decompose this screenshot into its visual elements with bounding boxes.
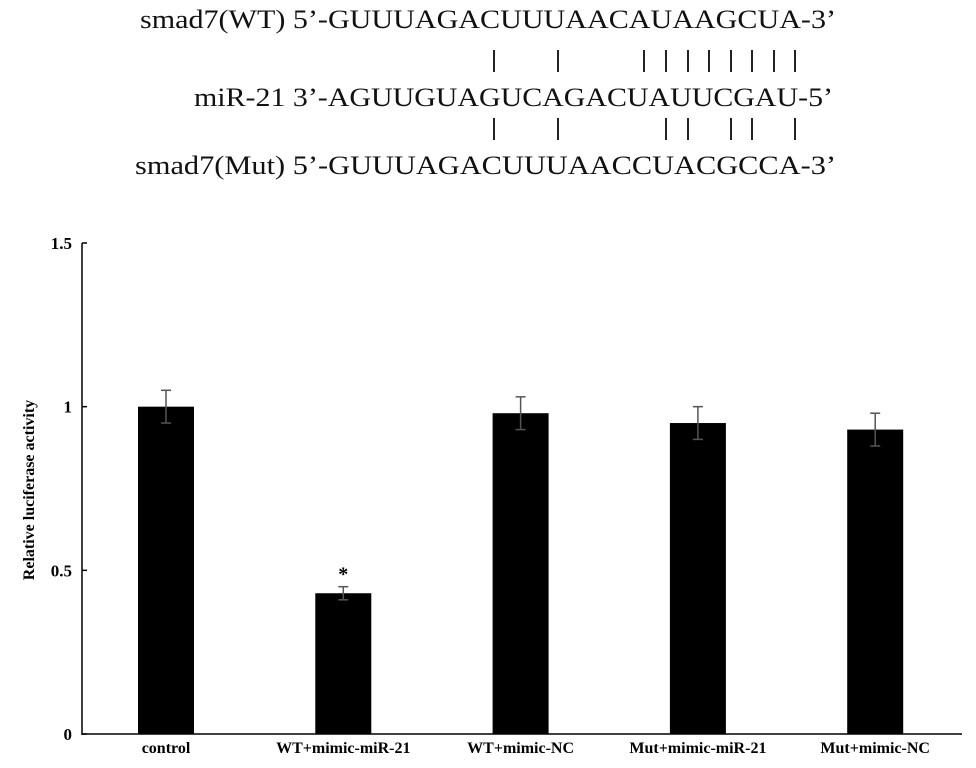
error-bar [338, 585, 349, 601]
error-bar [692, 405, 703, 441]
y-tick-label: 1 [64, 398, 73, 417]
y-tick-label: 0.5 [51, 561, 72, 580]
error-bar [870, 412, 881, 447]
error-bar [515, 396, 526, 431]
x-tick-label: Mut+mimic-miR-21 [629, 740, 766, 757]
y-tick-label: 0 [64, 725, 73, 744]
bar [669, 423, 726, 734]
bar [492, 413, 549, 734]
bar [138, 406, 194, 734]
y-tick-label: 1.5 [51, 234, 72, 253]
bar [315, 593, 372, 734]
annotation: * [338, 564, 348, 586]
bar [847, 429, 904, 734]
error-bar [161, 389, 171, 424]
pairing-marks-bottom [493, 118, 796, 140]
x-tick-label: WT+mimic-miR-21 [276, 740, 410, 757]
y-axis-title: Relative luciferase activity [21, 400, 38, 580]
pairing-marks-top [493, 50, 796, 72]
x-tick-label: WT+mimic-NC [467, 740, 574, 757]
sequence-wt: smad7(WT) 5’-GUUUAGACUUUAACAUAAGCUA-3’ [140, 5, 836, 34]
sequence-mir21: miR-21 3’-AGUUGUAGUCAGACUAUUCGAU-5’ [194, 83, 833, 112]
x-tick-label: control [142, 740, 191, 757]
sequence-mut: smad7(Mut) 5’-GUUUAGACUUUAACCUACGCCA-3’ [135, 151, 836, 180]
x-tick-label: Mut+mimic-NC [820, 740, 930, 757]
